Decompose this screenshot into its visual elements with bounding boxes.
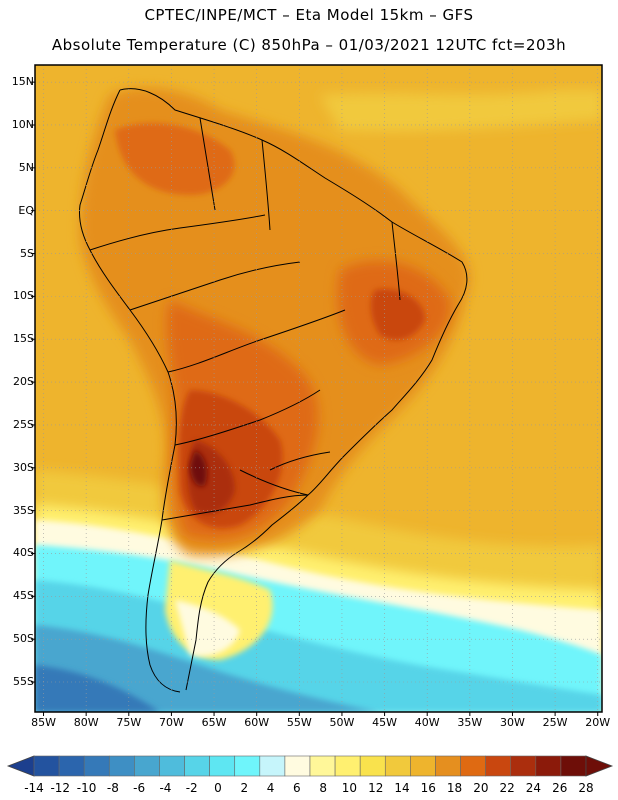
- lon-label: 35W: [457, 716, 483, 729]
- colorbar-tick-label: 24: [525, 781, 542, 795]
- lon-label: 60W: [244, 716, 270, 729]
- colorbar-swatch: [259, 755, 286, 777]
- lon-label: 75W: [116, 716, 142, 729]
- lat-label: 10S: [13, 289, 34, 303]
- lat-label: EQ: [18, 203, 34, 217]
- lon-label: 45W: [372, 716, 398, 729]
- lon-label: 40W: [414, 716, 440, 729]
- lat-label: 15N: [11, 75, 34, 89]
- lat-label: 45S: [13, 589, 34, 603]
- lat-label: 50S: [13, 632, 34, 646]
- colorbar-tick-label: -14: [24, 781, 44, 795]
- colorbar-swatch: [485, 755, 512, 777]
- colorbar: [6, 755, 614, 777]
- colorbar-tick-label: 4: [266, 781, 275, 795]
- colorbar-tick-label: 22: [499, 781, 515, 795]
- colorbar-low-arrow: [6, 755, 35, 777]
- colorbar-tick-label: 16: [420, 781, 436, 795]
- colorbar-swatch: [309, 755, 336, 777]
- lon-label: 20W: [585, 716, 611, 729]
- lat-label: 5S: [20, 246, 34, 260]
- colorbar-tick-label: 12: [368, 781, 384, 795]
- colorbar-tick-label: 8: [319, 781, 327, 795]
- colorbar-tick-label: 10: [341, 781, 358, 795]
- colorbar-swatch: [33, 755, 60, 777]
- title-line-2: Absolute Temperature (C) 850hPa – 01/03/…: [51, 36, 567, 54]
- axis-ticks: [31, 81, 599, 716]
- lon-label: 65W: [201, 716, 227, 729]
- lat-label: 25S: [13, 417, 34, 431]
- colorbar-tick-label: 28: [578, 781, 594, 795]
- colorbar-swatch: [209, 755, 236, 777]
- colorbar-tick-label: 0: [214, 781, 222, 795]
- colorbar-tick-label: -12: [50, 781, 71, 795]
- graticule: [35, 65, 602, 712]
- colorbar-tick-label: -4: [159, 781, 172, 795]
- colorbar-swatch: [510, 755, 537, 777]
- lat-label: 20S: [13, 375, 34, 389]
- colorbar-tick-label: -10: [76, 781, 97, 795]
- colorbar-tick-label: 2: [240, 781, 249, 795]
- colorbar-swatch: [284, 755, 311, 777]
- colorbar-tick-label: 20: [473, 781, 489, 795]
- colorbar-tick-label: 6: [293, 781, 301, 795]
- lon-label: 30W: [500, 716, 525, 729]
- lat-label: 30S: [13, 460, 34, 474]
- lat-label: 5N: [18, 160, 34, 174]
- lat-label: 15S: [13, 332, 34, 346]
- map-frame: [34, 64, 603, 713]
- colorbar-swatch: [334, 755, 361, 777]
- colorbar-swatch: [535, 755, 562, 777]
- colorbar-tick-label: -6: [133, 781, 146, 795]
- colorbar-swatch: [184, 755, 210, 777]
- colorbar-swatch: [560, 755, 587, 777]
- colorbar-tick-label: 26: [552, 781, 568, 795]
- title-line-1: CPTEC/INPE/MCT – Eta Model 15km – GFS: [144, 6, 474, 24]
- colorbar-swatch: [384, 755, 411, 777]
- colorbar-swatch: [410, 755, 436, 777]
- lat-label: 10N: [11, 117, 34, 131]
- colorbar-tick-label: -2: [185, 781, 198, 795]
- colorbar-high-arrow: [585, 755, 614, 777]
- lon-label: 25W: [542, 716, 568, 729]
- lat-label: 55S: [13, 675, 34, 688]
- colorbar-swatch: [58, 755, 85, 777]
- colorbar-swatch: [134, 755, 160, 777]
- lon-label: 70W: [158, 716, 184, 729]
- colorbar-swatch: [108, 755, 135, 777]
- colorbar-tick-label: -8: [106, 781, 119, 795]
- lon-label: 50W: [329, 716, 355, 729]
- colorbar-swatch: [234, 755, 261, 777]
- lat-label: 35S: [13, 503, 34, 517]
- lon-label: 80W: [73, 716, 99, 729]
- lon-label: 85W: [31, 716, 56, 729]
- colorbar-swatch: [435, 755, 461, 777]
- colorbar-tick-label: 14: [394, 781, 410, 795]
- lat-label: 40S: [13, 546, 34, 560]
- colorbar-swatch: [159, 755, 185, 777]
- lon-label: 55W: [286, 716, 312, 729]
- colorbar-swatch: [460, 755, 486, 777]
- colorbar-tick-label: 18: [446, 781, 463, 795]
- colorbar-swatch: [359, 755, 386, 777]
- colorbar-swatch: [83, 755, 110, 777]
- temperature-field: [35, 65, 602, 712]
